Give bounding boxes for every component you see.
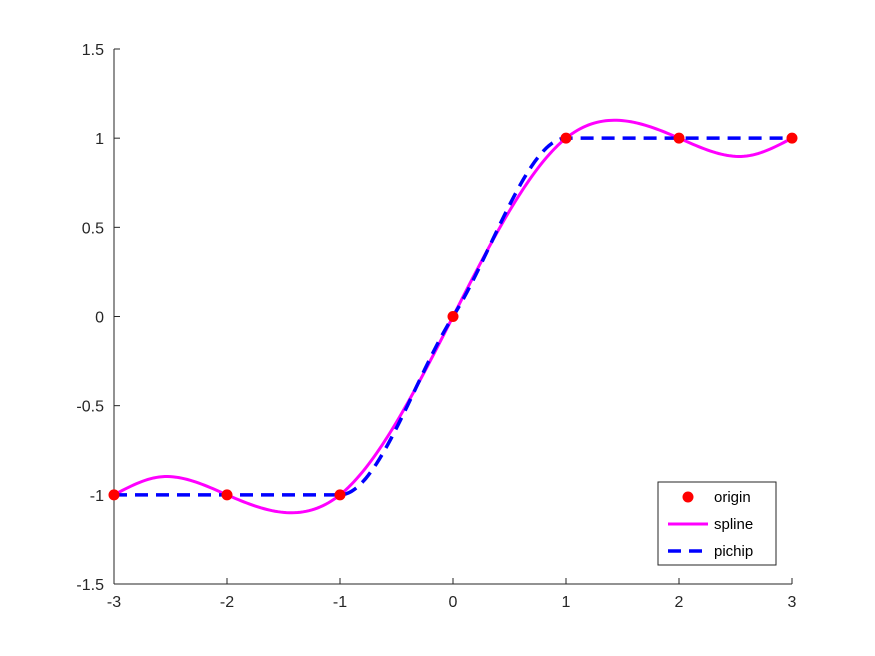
x-tick-label: -1: [333, 594, 347, 611]
axes: -3 -2 -1 0 1 2 3 -1.5 -1 -0.5 0 0.5 1 1.5: [76, 42, 796, 611]
legend-label-origin: origin: [714, 489, 751, 506]
plot-area: [108, 118, 798, 515]
data-point-origin: [221, 489, 233, 501]
x-tick-label: 2: [675, 594, 684, 611]
x-tick-label: -3: [107, 594, 121, 611]
y-tick-label: -1.5: [76, 577, 104, 594]
legend-label-pichip: pichip: [714, 543, 753, 560]
x-tick-label: 0: [449, 594, 458, 611]
x-tick-label: 3: [788, 594, 797, 611]
y-tick-label: 1.5: [82, 42, 104, 59]
data-point-origin: [108, 489, 120, 501]
data-point-origin: [786, 132, 798, 144]
legend-marker-origin: [682, 491, 694, 503]
data-point-origin: [447, 311, 459, 322]
legend-label-spline: spline: [714, 516, 753, 533]
y-tick-label: 0: [95, 310, 104, 327]
legend: origin spline pichip: [657, 481, 777, 566]
y-tick-label: -1: [90, 488, 104, 505]
x-tick-label: 1: [562, 594, 571, 611]
y-tick-label: -0.5: [76, 399, 104, 416]
x-tick-label: -2: [220, 594, 234, 611]
y-tick-label: 0.5: [82, 220, 104, 237]
data-point-origin: [560, 132, 572, 144]
data-point-origin: [673, 132, 685, 144]
data-point-origin: [334, 489, 346, 501]
y-tick-label: 1: [95, 131, 104, 148]
